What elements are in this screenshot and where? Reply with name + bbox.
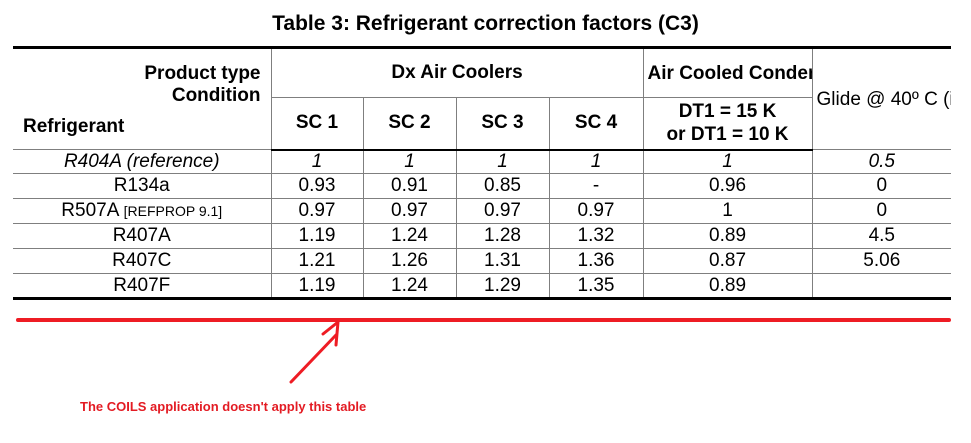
sc3-header: SC 3 [455,97,550,151]
sc4-header: SC 4 [548,97,644,151]
refprop-note: [REFPROP 9.1] [123,203,223,219]
sc1-value: 1.19 [270,273,364,300]
header-corner-cell: Product type Condition Refrigerant [13,46,272,150]
condenser-value: 1 [642,198,813,224]
sc2-value: 1.24 [362,273,457,300]
glide-value: 0 [811,173,952,199]
annotation-note: The COILS application doesn't apply this… [80,399,367,414]
sc1-value: 1 [270,149,364,174]
dx-air-coolers-header: Dx Air Coolers [270,46,644,98]
sc2-value: 1.26 [362,248,457,274]
header-row-1: Product type Condition Refrigerant Dx Ai… [13,46,952,150]
sc1-value: 1.19 [270,223,364,249]
refrigerant-name: R407A [13,223,272,249]
condenser-value: 0.87 [642,248,813,274]
annotation-underline [16,318,951,322]
sc2-value: 0.97 [362,198,457,224]
refrigerant-name-cell: R507A [REFPROP 9.1] [13,198,272,224]
dt1-line-1: DT1 = 15 K [678,101,777,123]
sc3-value: 1.29 [455,273,550,300]
dt1-header: DT1 = 15 K or DT1 = 10 K [642,97,813,151]
dt1-line-2: or DT1 = 10 K [666,124,789,146]
refrigerant-name: R507A [61,200,119,221]
sc2-header: SC 2 [362,97,457,151]
product-type-label: Product type [144,63,261,84]
sc4-value: 1 [548,149,644,174]
table-row: R507A [REFPROP 9.1] 0.97 0.97 0.97 0.97 … [13,198,952,224]
condenser-value: 0.89 [642,273,813,300]
sc4-value: 1.35 [548,273,644,300]
correction-factors-table: Product type Condition Refrigerant Dx Ai… [13,46,952,300]
table-row: R407C 1.21 1.26 1.31 1.36 0.87 5.06 [13,248,952,274]
sc4-value: 1.36 [548,248,644,274]
condenser-value: 0.89 [642,223,813,249]
table-title: Table 3: Refrigerant correction factors … [272,12,699,35]
sc3-value: 1 [455,149,550,174]
condition-label: Condition [171,85,261,106]
sc4-value: 0.97 [548,198,644,224]
table-row: R407F 1.19 1.24 1.29 1.35 0.89 [13,273,952,300]
refrigerant-label: Refrigerant [23,116,125,137]
header-row-2: SC 1 SC 2 SC 3 SC 4 DT1 = 15 K or DT1 = … [13,97,951,151]
glide-header: Glide @ 40º C (information only) [811,46,952,150]
refrigerant-name: R407F [13,273,272,300]
glide-value [811,273,952,300]
